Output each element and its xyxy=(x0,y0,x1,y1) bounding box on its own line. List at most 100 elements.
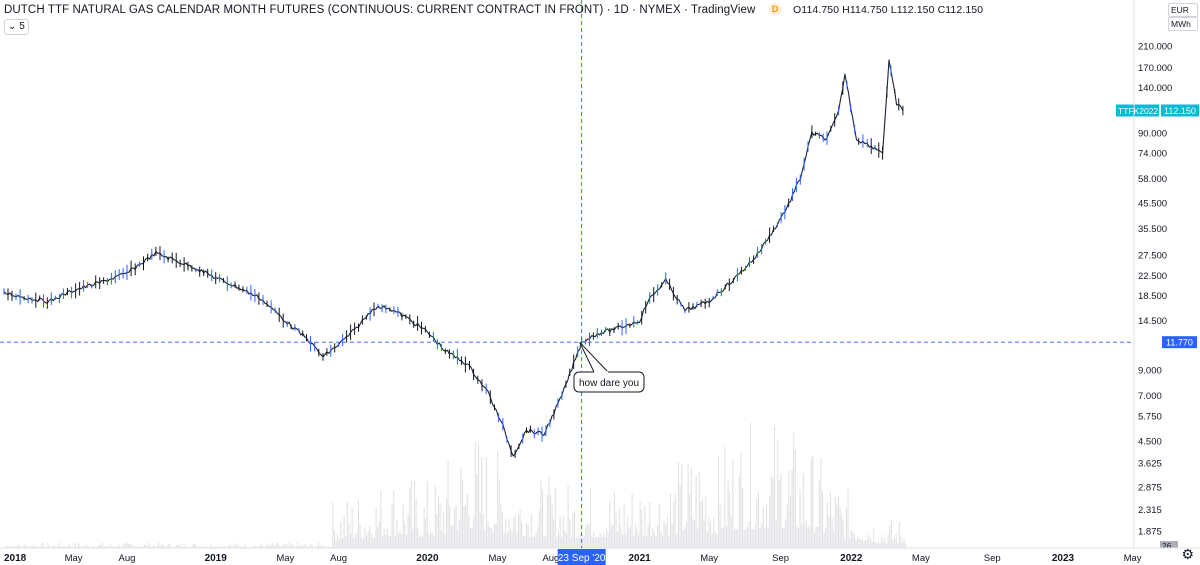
volume-bar xyxy=(802,473,804,548)
unit-select[interactable]: MWh xyxy=(1168,17,1198,31)
volume-bar xyxy=(630,526,631,548)
volume-bar xyxy=(510,529,511,548)
volume-bar xyxy=(631,493,633,548)
volume-bar xyxy=(266,543,268,548)
volume-bar xyxy=(647,525,649,548)
volume-bar xyxy=(428,533,430,548)
volume-bar xyxy=(519,509,521,548)
volume-bar xyxy=(34,545,36,548)
volume-bar xyxy=(41,543,43,548)
volume-bar xyxy=(546,495,548,548)
volume-bar xyxy=(412,529,414,548)
volume-bar xyxy=(334,530,335,548)
volume-bar xyxy=(833,532,835,548)
volume-bar xyxy=(145,544,147,548)
volume-bar xyxy=(230,546,231,548)
volume-bar xyxy=(84,546,86,548)
volume-bar xyxy=(401,534,403,548)
volume-bar xyxy=(417,528,419,548)
volume-bar xyxy=(878,542,879,548)
volume-bar xyxy=(193,544,195,548)
volume-bar xyxy=(106,546,108,548)
gear-icon[interactable]: ⚙ xyxy=(1181,546,1194,562)
volume-bar xyxy=(426,481,428,548)
volume-bar xyxy=(420,535,422,548)
volume-bar xyxy=(70,546,71,548)
volume-bar xyxy=(804,522,806,548)
volume-bar xyxy=(50,546,52,548)
collapse-indicators-button[interactable]: ⌄ 5 xyxy=(4,19,29,35)
volume-bar xyxy=(857,535,859,548)
volume-bar xyxy=(137,546,139,548)
volume-bar xyxy=(767,528,769,548)
volume-bar xyxy=(297,542,299,548)
volume-bar xyxy=(468,516,470,548)
volume-bar xyxy=(545,537,547,548)
volume-bar xyxy=(241,546,243,548)
volume-bar xyxy=(735,528,737,548)
volume-bar xyxy=(900,536,902,548)
volume-bar xyxy=(311,544,313,548)
volume-bar xyxy=(671,523,673,548)
currency-select[interactable]: EUR xyxy=(1168,3,1198,17)
volume-bar xyxy=(858,538,860,548)
volume-bar xyxy=(663,521,665,548)
volume-bar xyxy=(254,545,255,548)
volume-bar xyxy=(553,519,555,548)
volume-bar xyxy=(532,536,534,548)
price-series-layer xyxy=(3,59,904,458)
volume-bar xyxy=(655,536,657,548)
volume-bar xyxy=(300,545,302,548)
time-tick-label: May xyxy=(65,553,83,564)
volume-bar xyxy=(198,546,199,548)
callout-pointer xyxy=(579,341,610,373)
volume-bar xyxy=(588,523,590,548)
volume-bar xyxy=(465,504,467,548)
volume-bar xyxy=(665,524,667,548)
price-tick-label: 210.000 xyxy=(1138,42,1172,53)
volume-bar xyxy=(306,546,308,548)
volume-bar xyxy=(276,542,278,548)
volume-bar xyxy=(841,513,843,548)
volume-bar xyxy=(481,457,483,548)
volume-bar xyxy=(422,536,423,548)
volume-bar xyxy=(567,485,569,548)
volume-bar xyxy=(462,479,463,548)
volume-bar xyxy=(406,534,407,548)
volume-bar xyxy=(844,538,846,548)
volume-bar xyxy=(478,443,479,548)
volume-bar xyxy=(138,546,140,548)
volume-bar xyxy=(162,545,164,548)
volume-bar xyxy=(87,545,89,548)
volume-bar xyxy=(52,545,54,548)
time-tick-label: May xyxy=(700,553,718,564)
volume-bar xyxy=(382,536,383,548)
volume-bar xyxy=(738,475,740,548)
volume-bar xyxy=(238,545,239,548)
volume-bar xyxy=(127,543,129,548)
volume-bar xyxy=(345,536,347,548)
volume-bar xyxy=(167,544,169,548)
volume-bar xyxy=(820,458,822,548)
volume-bar xyxy=(506,533,508,548)
volume-bar xyxy=(110,543,111,548)
volume-bar xyxy=(348,524,350,548)
volume-bar xyxy=(142,546,143,548)
volume-bar xyxy=(433,536,435,548)
price-tick-label: 170.000 xyxy=(1138,63,1172,74)
volume-bar xyxy=(849,538,851,548)
volume-bar xyxy=(322,545,324,548)
volume-bar xyxy=(201,546,203,548)
volume-bar xyxy=(572,512,574,548)
volume-bar xyxy=(790,496,791,548)
volume-bar xyxy=(10,546,12,548)
volume-bar xyxy=(524,536,526,548)
volume-bar xyxy=(121,546,123,548)
volume-bar xyxy=(564,530,566,548)
volume-bar xyxy=(826,502,828,548)
price-tick-label: 2.315 xyxy=(1138,505,1162,516)
volume-bar xyxy=(423,507,425,548)
volume-bar xyxy=(794,449,796,548)
volume-bar xyxy=(294,546,295,548)
